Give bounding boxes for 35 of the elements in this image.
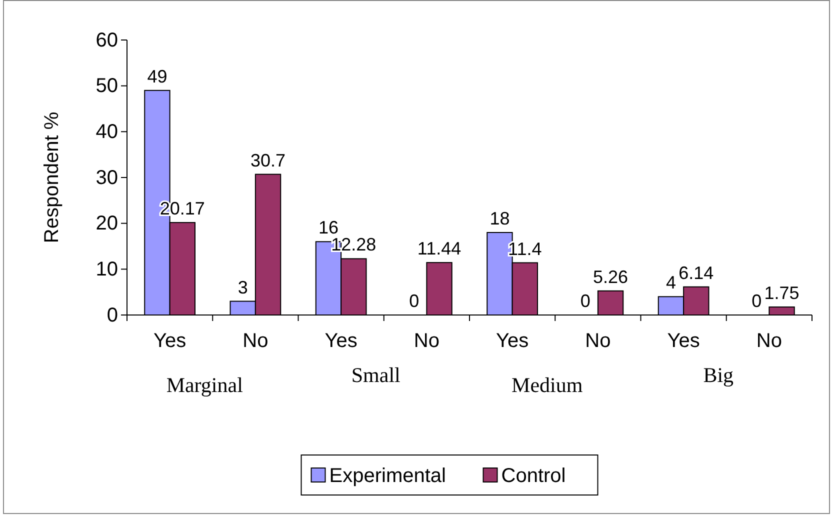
legend-label: Experimental: [329, 465, 446, 487]
text: Big: [703, 363, 734, 387]
data-label: 5.26: [593, 266, 628, 287]
y-tick-label: 20: [96, 212, 118, 235]
text: Medium: [512, 373, 583, 397]
data-label: 16: [318, 218, 338, 238]
data-label: 0: [752, 291, 762, 311]
x-tick-label: Yes: [324, 330, 358, 352]
x-tick-label: No: [414, 330, 440, 352]
x-tick-label: No: [585, 330, 611, 352]
text: Marginal: [166, 373, 244, 397]
x-tick-label: Yes: [496, 330, 529, 352]
y-tick-label: 10: [96, 258, 118, 281]
data-label: 3: [238, 277, 248, 298]
data-label: 0: [409, 291, 420, 311]
data-label: 1.75: [764, 282, 800, 303]
data-label: 4: [666, 272, 676, 293]
x-tick-label: No: [756, 330, 782, 352]
legend-label: Control: [501, 465, 566, 487]
data-label: 0: [580, 291, 590, 311]
data-label: 11.44: [417, 238, 462, 259]
y-tick-label: 30: [96, 166, 118, 189]
data-label: 6.14: [678, 262, 714, 283]
data-label: 30.7: [250, 150, 286, 170]
data-label: 18: [490, 208, 510, 228]
y-tick-label: 0: [106, 304, 118, 326]
y-tick-label: 40: [96, 121, 118, 144]
y-tick-label: 50: [96, 75, 118, 98]
x-tick-label: Yes: [667, 330, 700, 352]
y-tick-label: 60: [96, 29, 118, 52]
text: Small: [351, 363, 401, 387]
x-tick-label: Yes: [153, 330, 186, 352]
data-label: 49: [147, 66, 168, 86]
y-axis-title: Respondent %: [41, 112, 63, 244]
x-tick-label: No: [242, 330, 268, 352]
